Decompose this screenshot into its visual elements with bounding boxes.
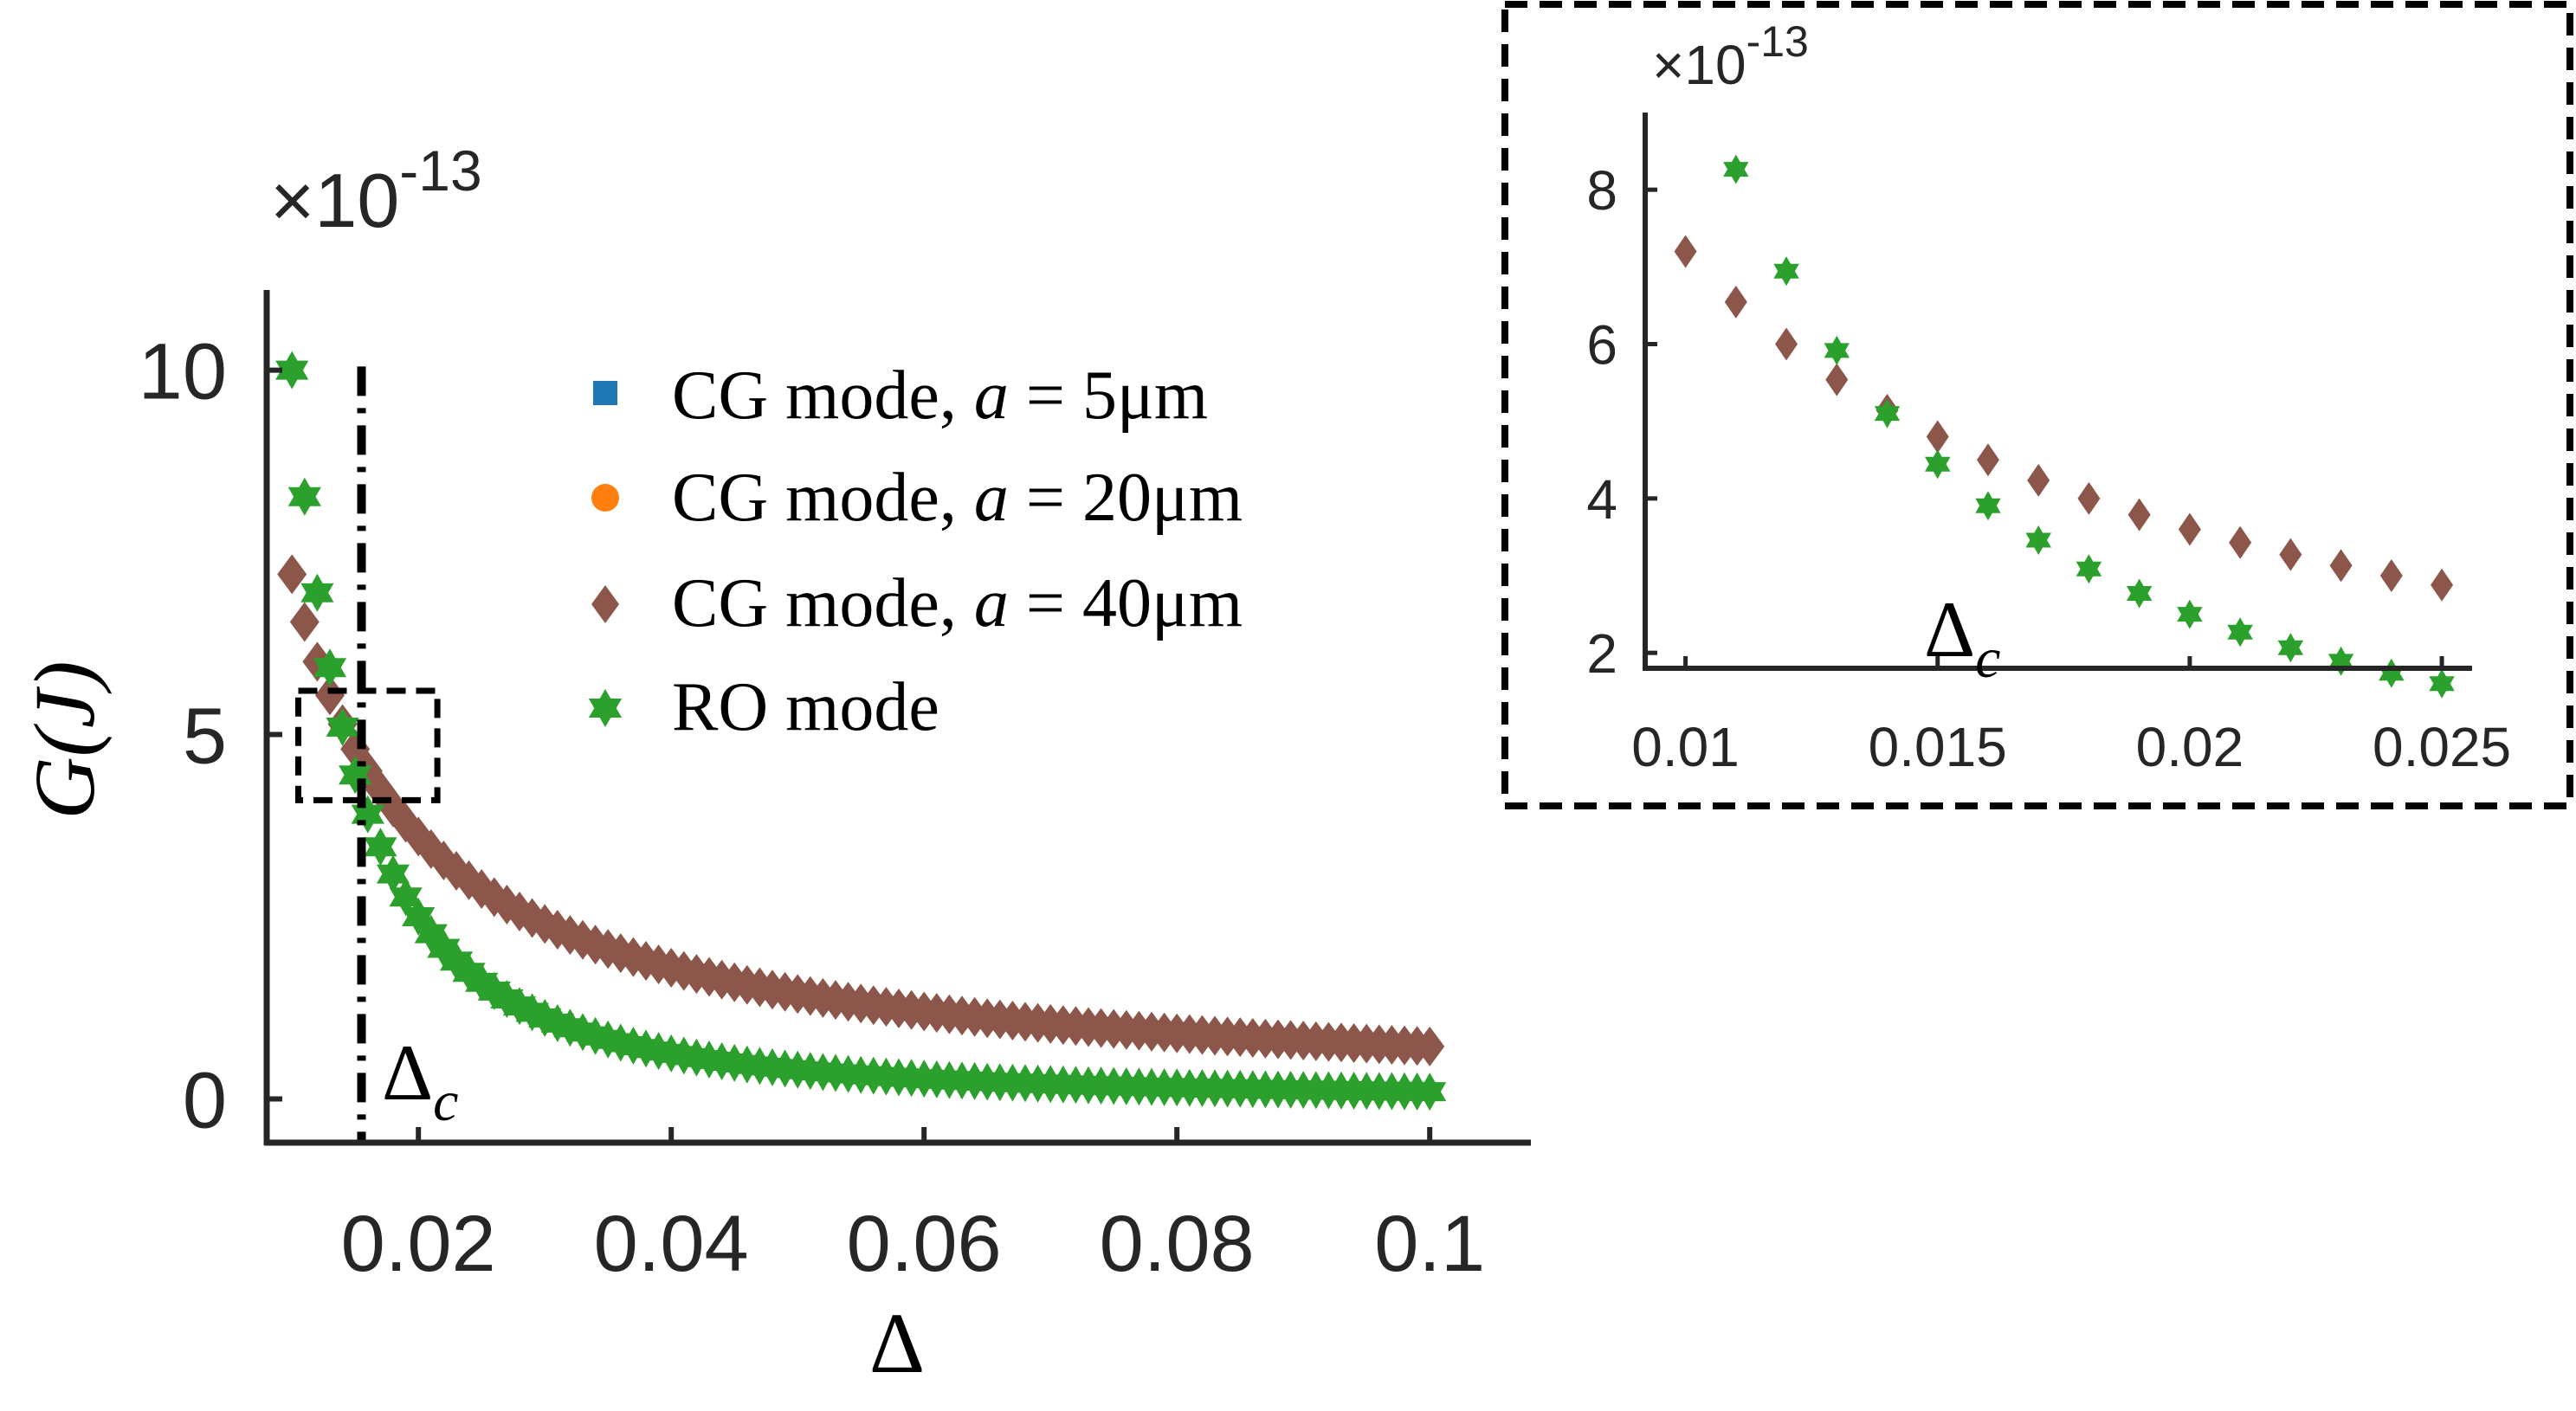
cg-40um-point xyxy=(315,675,345,716)
legend-marker-cg-20um xyxy=(591,484,619,512)
ro-mode-point xyxy=(364,828,397,867)
y-tick-label: 10 xyxy=(139,328,227,416)
inset-x-tick-label: 0.02 xyxy=(2136,716,2244,778)
inset-ro-mode-point xyxy=(2277,633,2304,663)
legend-marker-cg-40um xyxy=(591,585,619,623)
inset-cg-40um-point xyxy=(2431,568,2454,602)
x-tick-label: 0.1 xyxy=(1374,1200,1485,1288)
inset-y-tick-label: 4 xyxy=(1586,468,1617,531)
inset-multiplier: ×10-13 xyxy=(1652,17,1809,96)
inset-axes xyxy=(1643,113,2472,671)
inset-ro-mode-point xyxy=(1824,335,1850,365)
x-tick-label: 0.02 xyxy=(341,1200,496,1288)
inset-y-tick-label: 8 xyxy=(1586,159,1617,222)
cg-40um-point xyxy=(277,554,307,595)
legend: CG mode, a = 5μm CG mode, a = 20μm CG mo… xyxy=(588,358,1243,745)
inset-cg-40um-point xyxy=(1825,363,1849,396)
inset-ro-mode-point xyxy=(2126,578,2153,609)
main-x-ticks: 0.02 0.04 0.06 0.08 0.1 xyxy=(341,1127,1485,1288)
legend-marker-cg-5um xyxy=(593,381,617,405)
inset-cg-40um-point xyxy=(1674,235,1697,268)
main-data-marks xyxy=(275,351,1447,1111)
inset-cg-40um-point xyxy=(1976,443,1999,477)
inset-cg-40um-point xyxy=(2229,525,2252,559)
x-tick-label: 0.08 xyxy=(1100,1200,1255,1288)
inset-chart: 0.01 0.015 0.02 0.025 2 4 6 8 ×10-13 Δc xyxy=(1501,1,2573,809)
x-tick-label: 0.04 xyxy=(594,1200,749,1288)
legend-entry-ro: RO mode xyxy=(672,669,939,745)
inset-ro-mode-point xyxy=(1925,449,1951,480)
inset-ro-mode-point xyxy=(2076,554,2102,584)
inset-ro-mode-point xyxy=(2177,599,2203,629)
inset-border xyxy=(1501,1,2573,809)
legend-entry-cg-40um: CG mode, a = 40μm xyxy=(672,565,1243,641)
ro-mode-point xyxy=(326,708,359,746)
main-chart: 0.02 0.04 0.06 0.08 0.1 0 5 10 ×10-13 Δc Δ G(J… xyxy=(16,139,1531,1391)
main-axes xyxy=(263,290,1531,1146)
inset-y-ticks: 2 4 6 8 xyxy=(1586,159,1657,685)
inset-cg-40um-point xyxy=(2379,559,2403,592)
inset-ro-mode-point xyxy=(2227,617,2253,648)
ro-mode-point xyxy=(313,648,347,687)
cg-40um-point xyxy=(289,602,320,642)
legend-marker-ro xyxy=(588,689,623,727)
cg-40um-point xyxy=(1415,1026,1445,1066)
inset-ro-mode-point xyxy=(1874,398,1901,428)
legend-entry-cg-5um: CG mode, a = 5μm xyxy=(672,358,1208,434)
inset-x-tick-label: 0.025 xyxy=(2373,716,2511,778)
x-axis-label: Δ xyxy=(869,1295,925,1391)
legend-entry-cg-20um: CG mode, a = 20μm xyxy=(672,460,1243,536)
inset-cg-40um-point xyxy=(2127,498,2151,532)
inset-x-tick-label: 0.015 xyxy=(1869,716,2007,778)
inset-cg-40um-point xyxy=(2077,481,2101,515)
ro-mode-point xyxy=(287,477,321,516)
inset-x-tick-label: 0.01 xyxy=(1631,716,1740,778)
inset-ro-mode-point xyxy=(2429,668,2455,699)
inset-cg-40um-point xyxy=(2279,538,2302,571)
inset-x-ticks: 0.01 0.015 0.02 0.025 xyxy=(1631,656,2511,778)
main-y-ticks: 0 5 10 xyxy=(139,328,282,1144)
inset-ro-mode-point xyxy=(1723,154,1749,184)
y-tick-label: 5 xyxy=(183,693,227,781)
inset-ro-mode-point xyxy=(2025,525,2051,555)
ro-mode-point xyxy=(1413,1073,1447,1111)
inset-cg-40um-point xyxy=(1724,285,1747,319)
main-multiplier: ×10-13 xyxy=(270,139,482,243)
inset-cg-40um-point xyxy=(2329,549,2353,583)
ro-mode-point xyxy=(300,573,334,612)
zoom-region-box xyxy=(295,687,441,803)
y-axis-label: G(J) xyxy=(16,660,113,819)
y-tick-label: 0 xyxy=(183,1056,227,1144)
inset-ro-mode-point xyxy=(1773,256,1799,287)
inset-cg-40um-point xyxy=(2178,512,2201,546)
ro-mode-point xyxy=(275,351,309,390)
inset-data-marks xyxy=(1674,154,2455,699)
ro-mode-point xyxy=(376,854,410,893)
inset-critical-label: Δc xyxy=(1924,585,2000,690)
inset-cg-40um-point xyxy=(2027,463,2050,497)
x-tick-label: 0.06 xyxy=(847,1200,1002,1288)
legend-hexagram-shape xyxy=(588,689,623,727)
critical-delta-label: Δc xyxy=(382,1028,458,1133)
inset-cg-40um-point xyxy=(1926,420,1949,454)
inset-y-tick-label: 6 xyxy=(1586,314,1617,377)
inset-cg-40um-point xyxy=(1775,327,1798,361)
inset-y-tick-label: 2 xyxy=(1586,622,1617,685)
inset-ro-mode-point xyxy=(1975,491,2001,521)
